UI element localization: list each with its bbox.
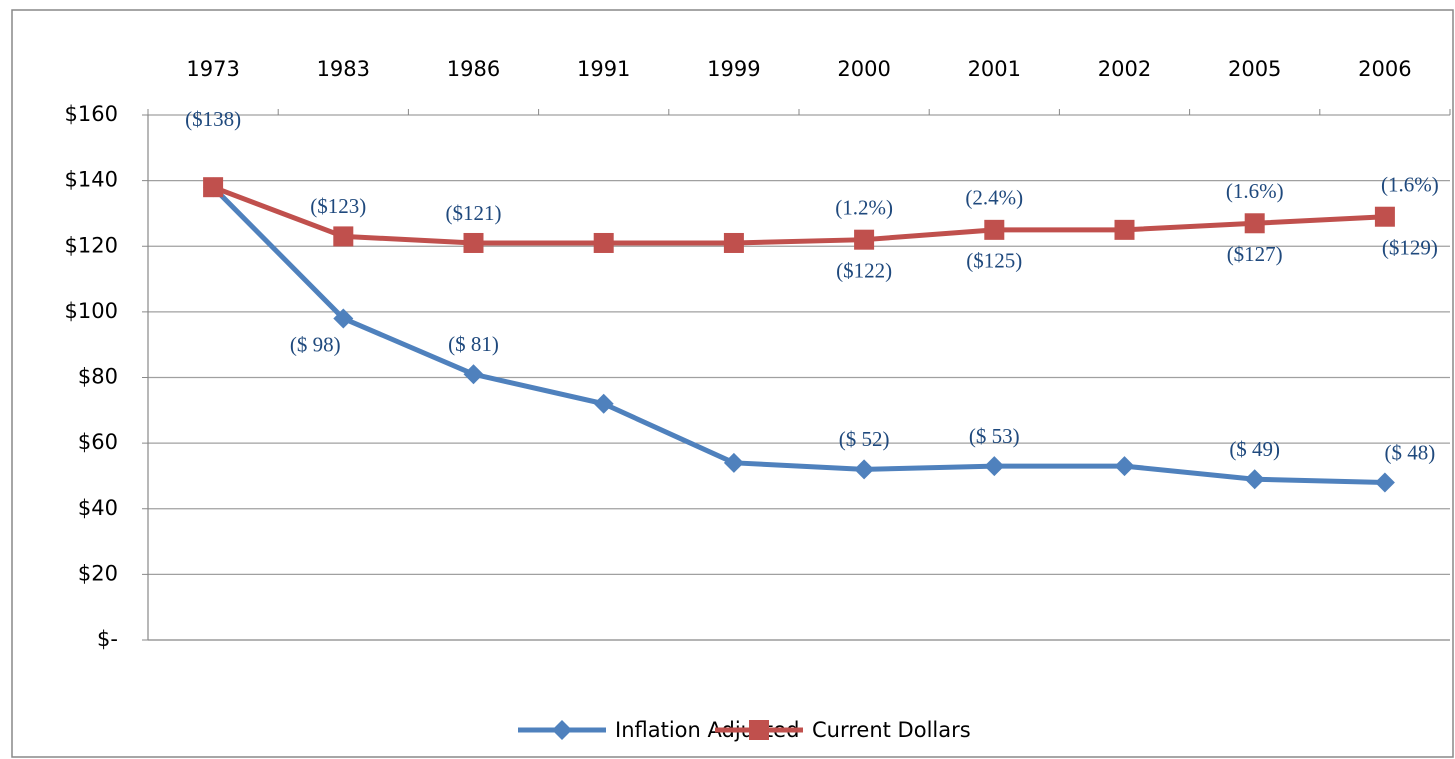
data-label: ($ 81) xyxy=(448,332,499,356)
x-tick-label: 2000 xyxy=(837,57,890,81)
marker xyxy=(463,364,484,385)
annotation: (1.6%) xyxy=(1226,179,1284,203)
marker xyxy=(203,177,224,198)
data-label: ($ 48) xyxy=(1385,440,1436,464)
marker xyxy=(552,720,572,740)
x-tick-label: 1983 xyxy=(317,57,370,81)
y-tick-label: $160 xyxy=(65,102,118,126)
chart-border xyxy=(11,9,1454,758)
marker xyxy=(1114,219,1135,240)
y-tick-label: $60 xyxy=(78,430,118,454)
y-tick-label: $140 xyxy=(65,168,118,192)
marker xyxy=(333,308,354,329)
series-line xyxy=(211,185,1385,485)
marker xyxy=(1374,206,1395,227)
data-label: ($123) xyxy=(310,194,366,218)
data-label: ($121) xyxy=(446,201,502,225)
y-tick-label: $40 xyxy=(78,496,118,520)
x-tick-label: 1986 xyxy=(447,57,500,81)
marker xyxy=(1374,472,1395,493)
annotation: (1.2%) xyxy=(835,196,893,220)
data-label: ($129) xyxy=(1382,236,1438,260)
marker xyxy=(749,720,769,740)
data-label: ($ 52) xyxy=(839,427,890,451)
marker xyxy=(593,393,614,414)
data-label: ($ 98) xyxy=(290,332,341,356)
marker xyxy=(723,232,744,253)
x-tick-label: 2002 xyxy=(1098,57,1151,81)
y-tick-label: $100 xyxy=(65,299,118,323)
marker xyxy=(1114,456,1135,477)
marker xyxy=(723,452,744,473)
marker xyxy=(1244,469,1265,490)
x-tick-label: 2001 xyxy=(968,57,1021,81)
marker xyxy=(984,219,1005,240)
data-label: ($ 53) xyxy=(969,424,1020,448)
x-tick-label: 1991 xyxy=(577,57,630,81)
marker xyxy=(463,232,484,253)
y-tick-label: $80 xyxy=(78,365,118,389)
marker xyxy=(984,456,1005,477)
annotation: (2.4%) xyxy=(965,186,1023,210)
data-label: ($125) xyxy=(966,249,1022,273)
marker xyxy=(854,459,875,480)
data-label: ($ 49) xyxy=(1229,437,1280,461)
legend-label: Current Dollars xyxy=(812,718,971,742)
marker xyxy=(593,232,614,253)
data-label: ($122) xyxy=(836,259,892,283)
series-line xyxy=(212,184,1386,246)
y-tick-label: $20 xyxy=(78,561,118,585)
marker xyxy=(333,226,354,247)
annotation: (1.6%) xyxy=(1381,173,1439,197)
x-tick-label: 2005 xyxy=(1228,57,1281,81)
x-tick-label: 2006 xyxy=(1358,57,1411,81)
marker xyxy=(1244,213,1265,234)
marker xyxy=(854,229,875,250)
data-label: ($127) xyxy=(1227,242,1283,266)
x-tick-label: 1999 xyxy=(707,57,760,81)
y-tick-label: $- xyxy=(97,627,118,651)
x-tick-label: 1973 xyxy=(186,57,239,81)
y-tick-label: $120 xyxy=(65,233,118,257)
data-label: ($138) xyxy=(185,107,241,131)
